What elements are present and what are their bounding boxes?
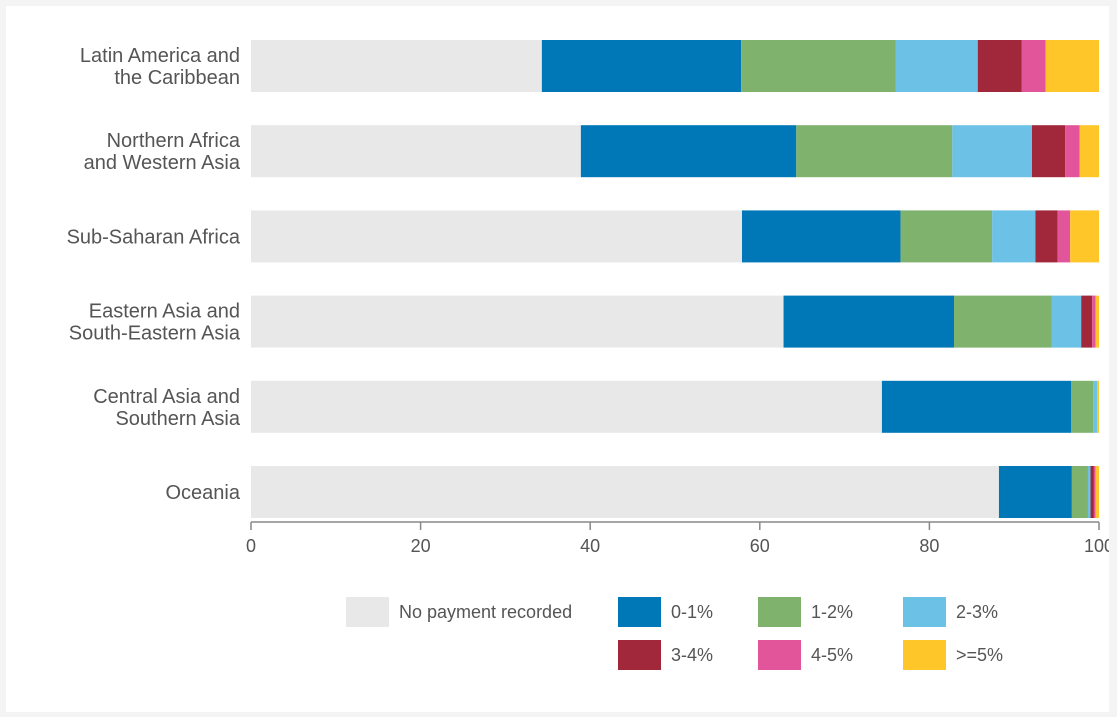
bar-segment-1-5	[1065, 125, 1080, 178]
bar-segment-0-3	[895, 40, 978, 92]
bar-segment-3-6	[1095, 295, 1099, 348]
bar-segment-4-1	[881, 380, 1072, 433]
bar-segment-1-4	[1032, 125, 1066, 178]
category-label-0: Latin America and the Caribbean	[80, 45, 240, 89]
bar-segment-5-4	[1090, 466, 1094, 518]
x-tick-label-4: 80	[919, 536, 939, 556]
bar-segment-4-3	[1093, 380, 1098, 433]
legend-swatch-4	[618, 640, 661, 670]
chart-panel: Latin America and the Caribbean Northern A…	[6, 6, 1109, 712]
bar-segment-5-6	[1095, 466, 1099, 518]
legend-label-2: 1-2%	[811, 602, 853, 622]
bar-segment-5-1	[998, 466, 1072, 518]
bar-segment-5-2	[1071, 466, 1088, 518]
legend-label-6: >=5%	[956, 645, 1003, 665]
bar-segment-3-0	[251, 295, 784, 348]
legend-swatch-3	[903, 597, 946, 627]
bar-segment-5-5	[1093, 466, 1096, 518]
bar-segment-2-3	[992, 210, 1036, 263]
bar-segment-2-2	[900, 210, 993, 263]
x-tick-label-1: 20	[411, 536, 431, 556]
bar-segment-2-0	[251, 210, 742, 263]
bar-segment-2-5	[1057, 210, 1071, 263]
bar-segment-1-6	[1079, 125, 1099, 178]
bar-segment-0-4	[977, 40, 1022, 92]
legend-swatch-0	[346, 597, 389, 627]
category-label-1: Northern Africa and Western Asia	[84, 130, 241, 174]
bar-segment-3-1	[783, 295, 954, 348]
bar-segment-2-1	[741, 210, 901, 263]
bar-segment-1-2	[796, 125, 953, 178]
bar-segment-0-1	[541, 40, 742, 92]
category-label-3: Eastern Asia and South-Eastern Asia	[69, 301, 241, 345]
legend-swatch-1	[618, 597, 661, 627]
bar-segment-4-2	[1071, 380, 1094, 433]
legend-swatch-2	[758, 597, 801, 627]
bar-segment-0-0	[251, 40, 542, 92]
bar-segment-1-1	[580, 125, 797, 178]
legend-label-1: 0-1%	[671, 602, 713, 622]
bar-segment-2-6	[1070, 210, 1099, 263]
legend-label-0: No payment recorded	[399, 602, 572, 622]
bar-segment-4-0	[251, 380, 882, 433]
bar-segment-4-6	[1097, 380, 1099, 433]
category-label-4: Central Asia and Southern Asia	[93, 386, 241, 430]
x-tick-label-5: 100	[1084, 536, 1109, 556]
stacked-bar-chart: Latin America and the Caribbean Northern A…	[67, 40, 1109, 670]
bar-segment-5-0	[251, 466, 999, 518]
bar-segment-3-3	[1051, 295, 1082, 348]
legend-swatch-5	[758, 640, 801, 670]
bar-segment-3-4	[1081, 295, 1093, 348]
category-label-5: Oceania	[166, 482, 241, 504]
category-label-2: Sub-Saharan Africa	[67, 226, 241, 248]
bar-segment-3-5	[1092, 295, 1096, 348]
bar-segment-1-0	[251, 125, 581, 178]
legend-swatch-6	[903, 640, 946, 670]
legend-label-3: 2-3%	[956, 602, 998, 622]
legend-label-4: 3-4%	[671, 645, 713, 665]
x-tick-label-3: 60	[750, 536, 770, 556]
x-tick-label-2: 40	[580, 536, 600, 556]
bar-segment-1-3	[952, 125, 1033, 178]
bar-segment-0-6	[1045, 40, 1099, 92]
bar-segment-5-3	[1087, 466, 1091, 518]
bar-segment-0-5	[1021, 40, 1046, 92]
x-tick-label-0: 0	[246, 536, 256, 556]
bar-segment-2-4	[1035, 210, 1058, 263]
bar-segment-0-2	[741, 40, 896, 92]
bar-segment-3-2	[953, 295, 1052, 348]
legend-label-5: 4-5%	[811, 645, 853, 665]
